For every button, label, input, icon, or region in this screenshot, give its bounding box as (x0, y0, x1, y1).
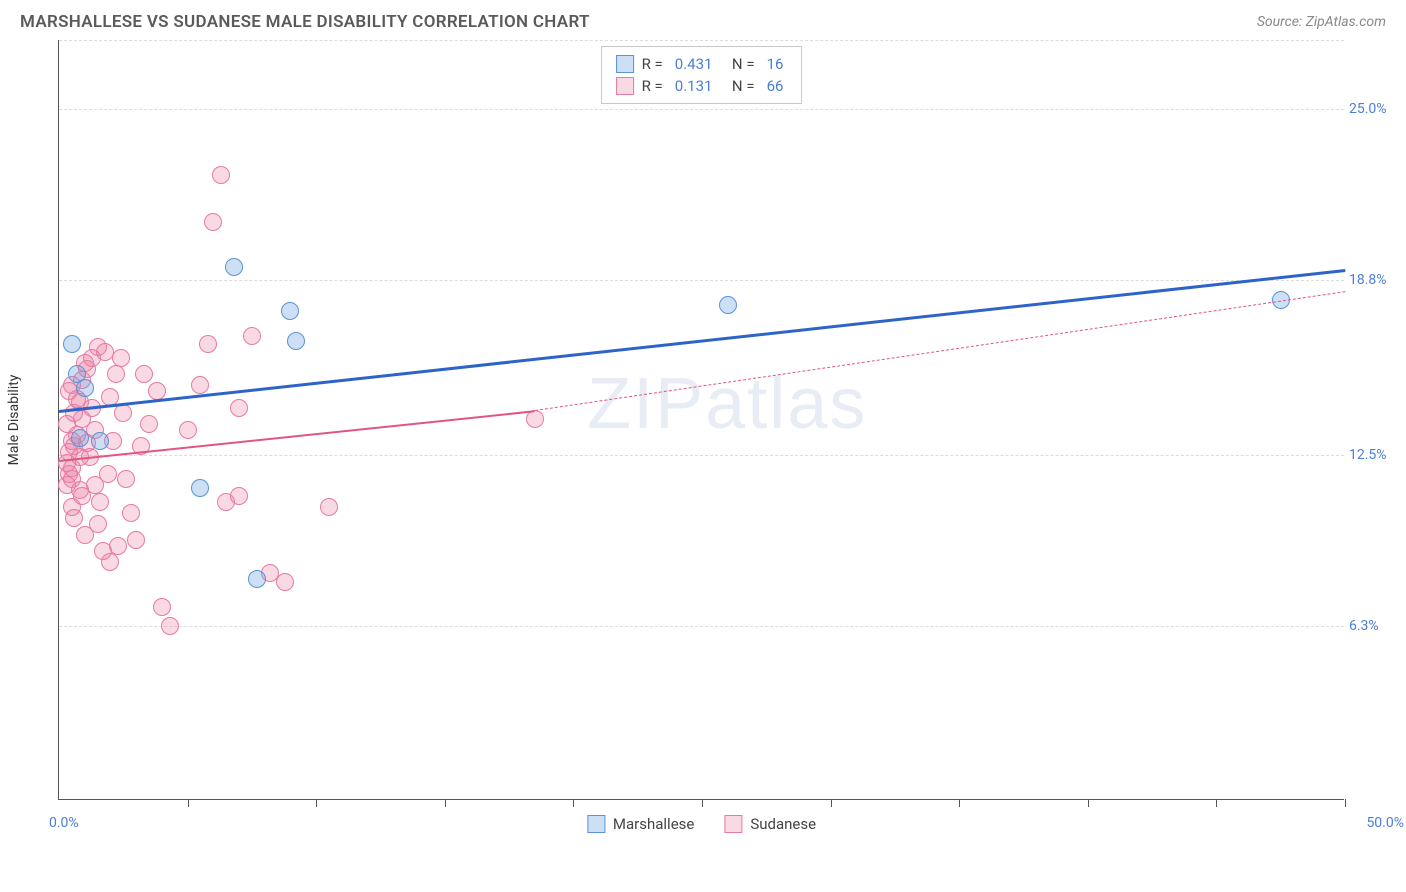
chart-container: Male Disability ZIPatlas R =0.431 N =16R… (20, 40, 1386, 800)
legend-r-value: 0.431 (671, 55, 717, 73)
legend-swatch (616, 55, 634, 73)
legend-swatch (616, 77, 634, 95)
data-point (230, 487, 248, 505)
data-point (63, 335, 81, 353)
data-point (109, 537, 127, 555)
x-tick (702, 799, 703, 807)
legend-swatch (587, 815, 605, 833)
data-point (320, 498, 338, 516)
gridline (59, 40, 1344, 41)
data-point (148, 382, 166, 400)
trend-line (535, 291, 1345, 411)
data-point (91, 493, 109, 511)
legend-swatch (724, 815, 742, 833)
legend-series-name: Sudanese (750, 815, 816, 833)
data-point (161, 617, 179, 635)
data-point (122, 504, 140, 522)
legend-item: Marshallese (587, 815, 694, 833)
legend-n-value: 16 (763, 55, 788, 73)
gridline (59, 280, 1344, 281)
watermark: ZIPatlas (587, 363, 867, 445)
data-point (191, 376, 209, 394)
gridline (59, 455, 1344, 456)
y-axis-label: Male Disability (6, 375, 22, 466)
legend-item: Sudanese (724, 815, 816, 833)
data-point (276, 573, 294, 591)
data-point (99, 465, 117, 483)
data-point (212, 166, 230, 184)
correlation-legend: R = 0.431 N = 16 R = 0.131 N = 66 (601, 46, 803, 104)
y-tick-label: 12.5% (1349, 447, 1404, 463)
data-point (191, 479, 209, 497)
legend-series-name: Marshallese (613, 815, 694, 833)
x-tick (959, 799, 960, 807)
x-tick (1345, 799, 1346, 807)
data-point (204, 213, 222, 231)
data-point (127, 531, 145, 549)
x-tick (573, 799, 574, 807)
data-point (179, 421, 197, 439)
series-legend: Marshallese Sudanese (587, 815, 816, 833)
data-point (230, 399, 248, 417)
data-point (153, 598, 171, 616)
data-point (89, 515, 107, 533)
x-min-label: 0.0% (49, 815, 79, 831)
x-tick (1216, 799, 1217, 807)
x-tick (1088, 799, 1089, 807)
legend-n-value: 66 (763, 77, 788, 95)
gridline (59, 626, 1344, 627)
plot-area: ZIPatlas R =0.431 N =16R =0.131 N =66 Ma… (58, 40, 1344, 800)
y-tick-label: 6.3% (1349, 618, 1404, 634)
legend-r-label: R = (642, 77, 663, 95)
y-tick-label: 25.0% (1349, 101, 1404, 117)
x-tick (445, 799, 446, 807)
legend-n-label: N = (724, 77, 754, 95)
x-tick (316, 799, 317, 807)
x-max-label: 50.0% (1366, 815, 1404, 831)
legend-r-value: 0.131 (671, 77, 717, 95)
data-point (117, 470, 135, 488)
data-point (135, 365, 153, 383)
chart-title: MARSHALLESE VS SUDANESE MALE DISABILITY … (20, 12, 590, 32)
x-tick (831, 799, 832, 807)
data-point (91, 432, 109, 450)
data-point (243, 327, 261, 345)
data-point (76, 379, 94, 397)
data-point (225, 258, 243, 276)
data-point (199, 335, 217, 353)
data-point (281, 302, 299, 320)
legend-n-label: N = (724, 55, 754, 73)
x-tick (188, 799, 189, 807)
source-attribution: Source: ZipAtlas.com (1257, 14, 1386, 30)
data-point (71, 429, 89, 447)
data-point (65, 509, 83, 527)
data-point (719, 296, 737, 314)
y-tick-label: 18.8% (1349, 272, 1404, 288)
legend-row: R = 0.431 N = 16 (616, 53, 788, 75)
legend-r-label: R = (642, 55, 663, 73)
data-point (107, 365, 125, 383)
data-point (112, 349, 130, 367)
data-point (58, 476, 76, 494)
data-point (114, 404, 132, 422)
data-point (248, 570, 266, 588)
data-point (287, 332, 305, 350)
data-point (140, 415, 158, 433)
gridline (59, 109, 1344, 110)
legend-row: R = 0.131 N = 66 (616, 75, 788, 97)
